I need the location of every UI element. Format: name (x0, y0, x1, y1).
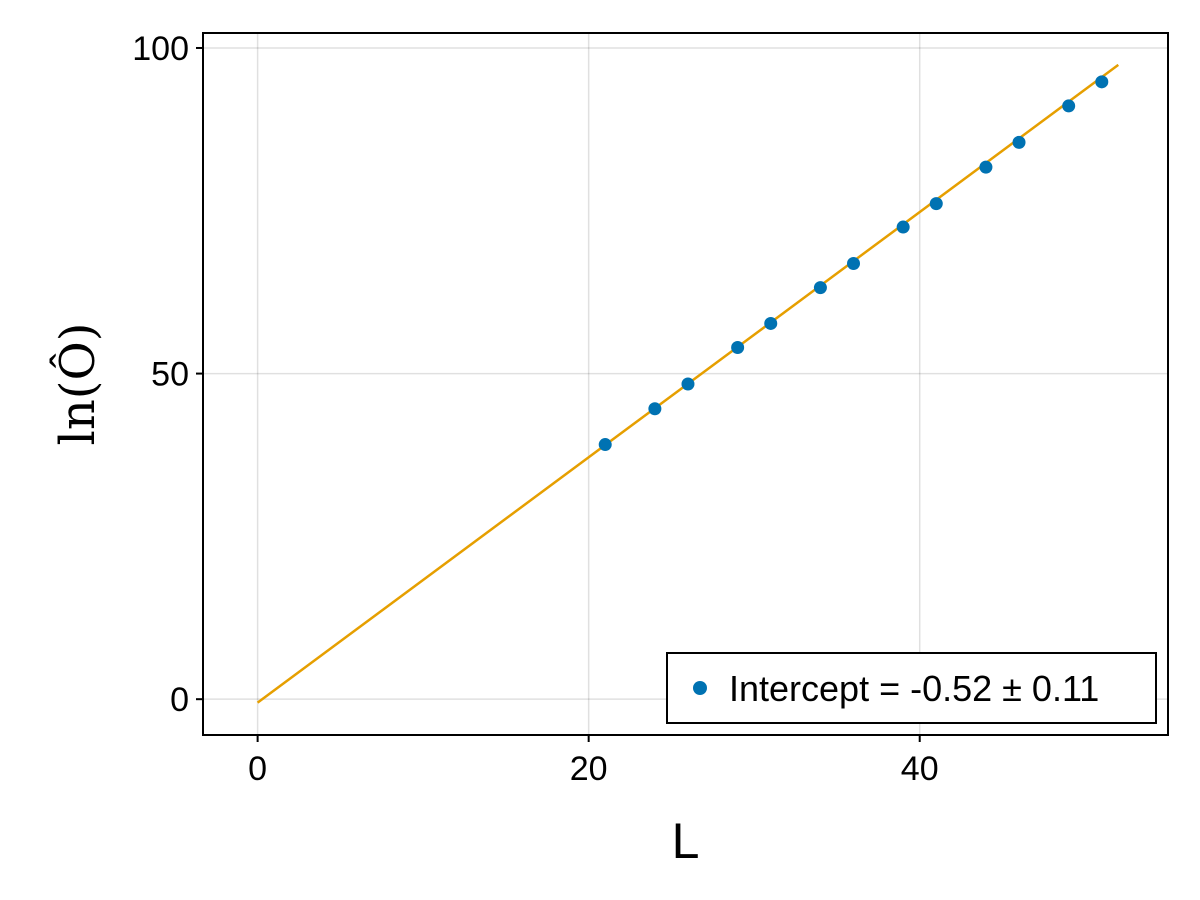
data-point (1095, 75, 1109, 89)
plot-frame (202, 32, 1169, 736)
data-point (896, 220, 910, 234)
x-tick-label: 40 (901, 750, 939, 788)
legend: Intercept = -0.52 ± 0.11 (666, 652, 1157, 724)
data-point (731, 341, 745, 355)
data-point (1062, 99, 1076, 113)
y-tick-label: 100 (132, 30, 189, 68)
data-point (979, 160, 993, 174)
data-point (847, 257, 861, 271)
data-point (813, 281, 827, 295)
data-points-layer (598, 75, 1109, 452)
data-point (1012, 135, 1026, 149)
x-ticks: 0 20 40 (248, 735, 939, 788)
y-axis-label: ln(Ô) (48, 322, 106, 445)
data-point (929, 197, 943, 211)
data-point (598, 438, 612, 452)
x-tick-label: 20 (570, 750, 608, 788)
x-axis-label: L (672, 813, 700, 869)
y-ticks: 0 50 100 (132, 30, 203, 719)
legend-label: Intercept = -0.52 ± 0.11 (729, 668, 1099, 709)
data-point (681, 377, 695, 391)
y-tick-label: 50 (151, 356, 189, 394)
legend-box (666, 652, 1157, 724)
data-point (764, 316, 778, 330)
legend-marker (693, 681, 707, 695)
x-tick-label: 0 (248, 750, 267, 788)
data-point (648, 402, 662, 416)
y-tick-label: 0 (170, 681, 189, 719)
